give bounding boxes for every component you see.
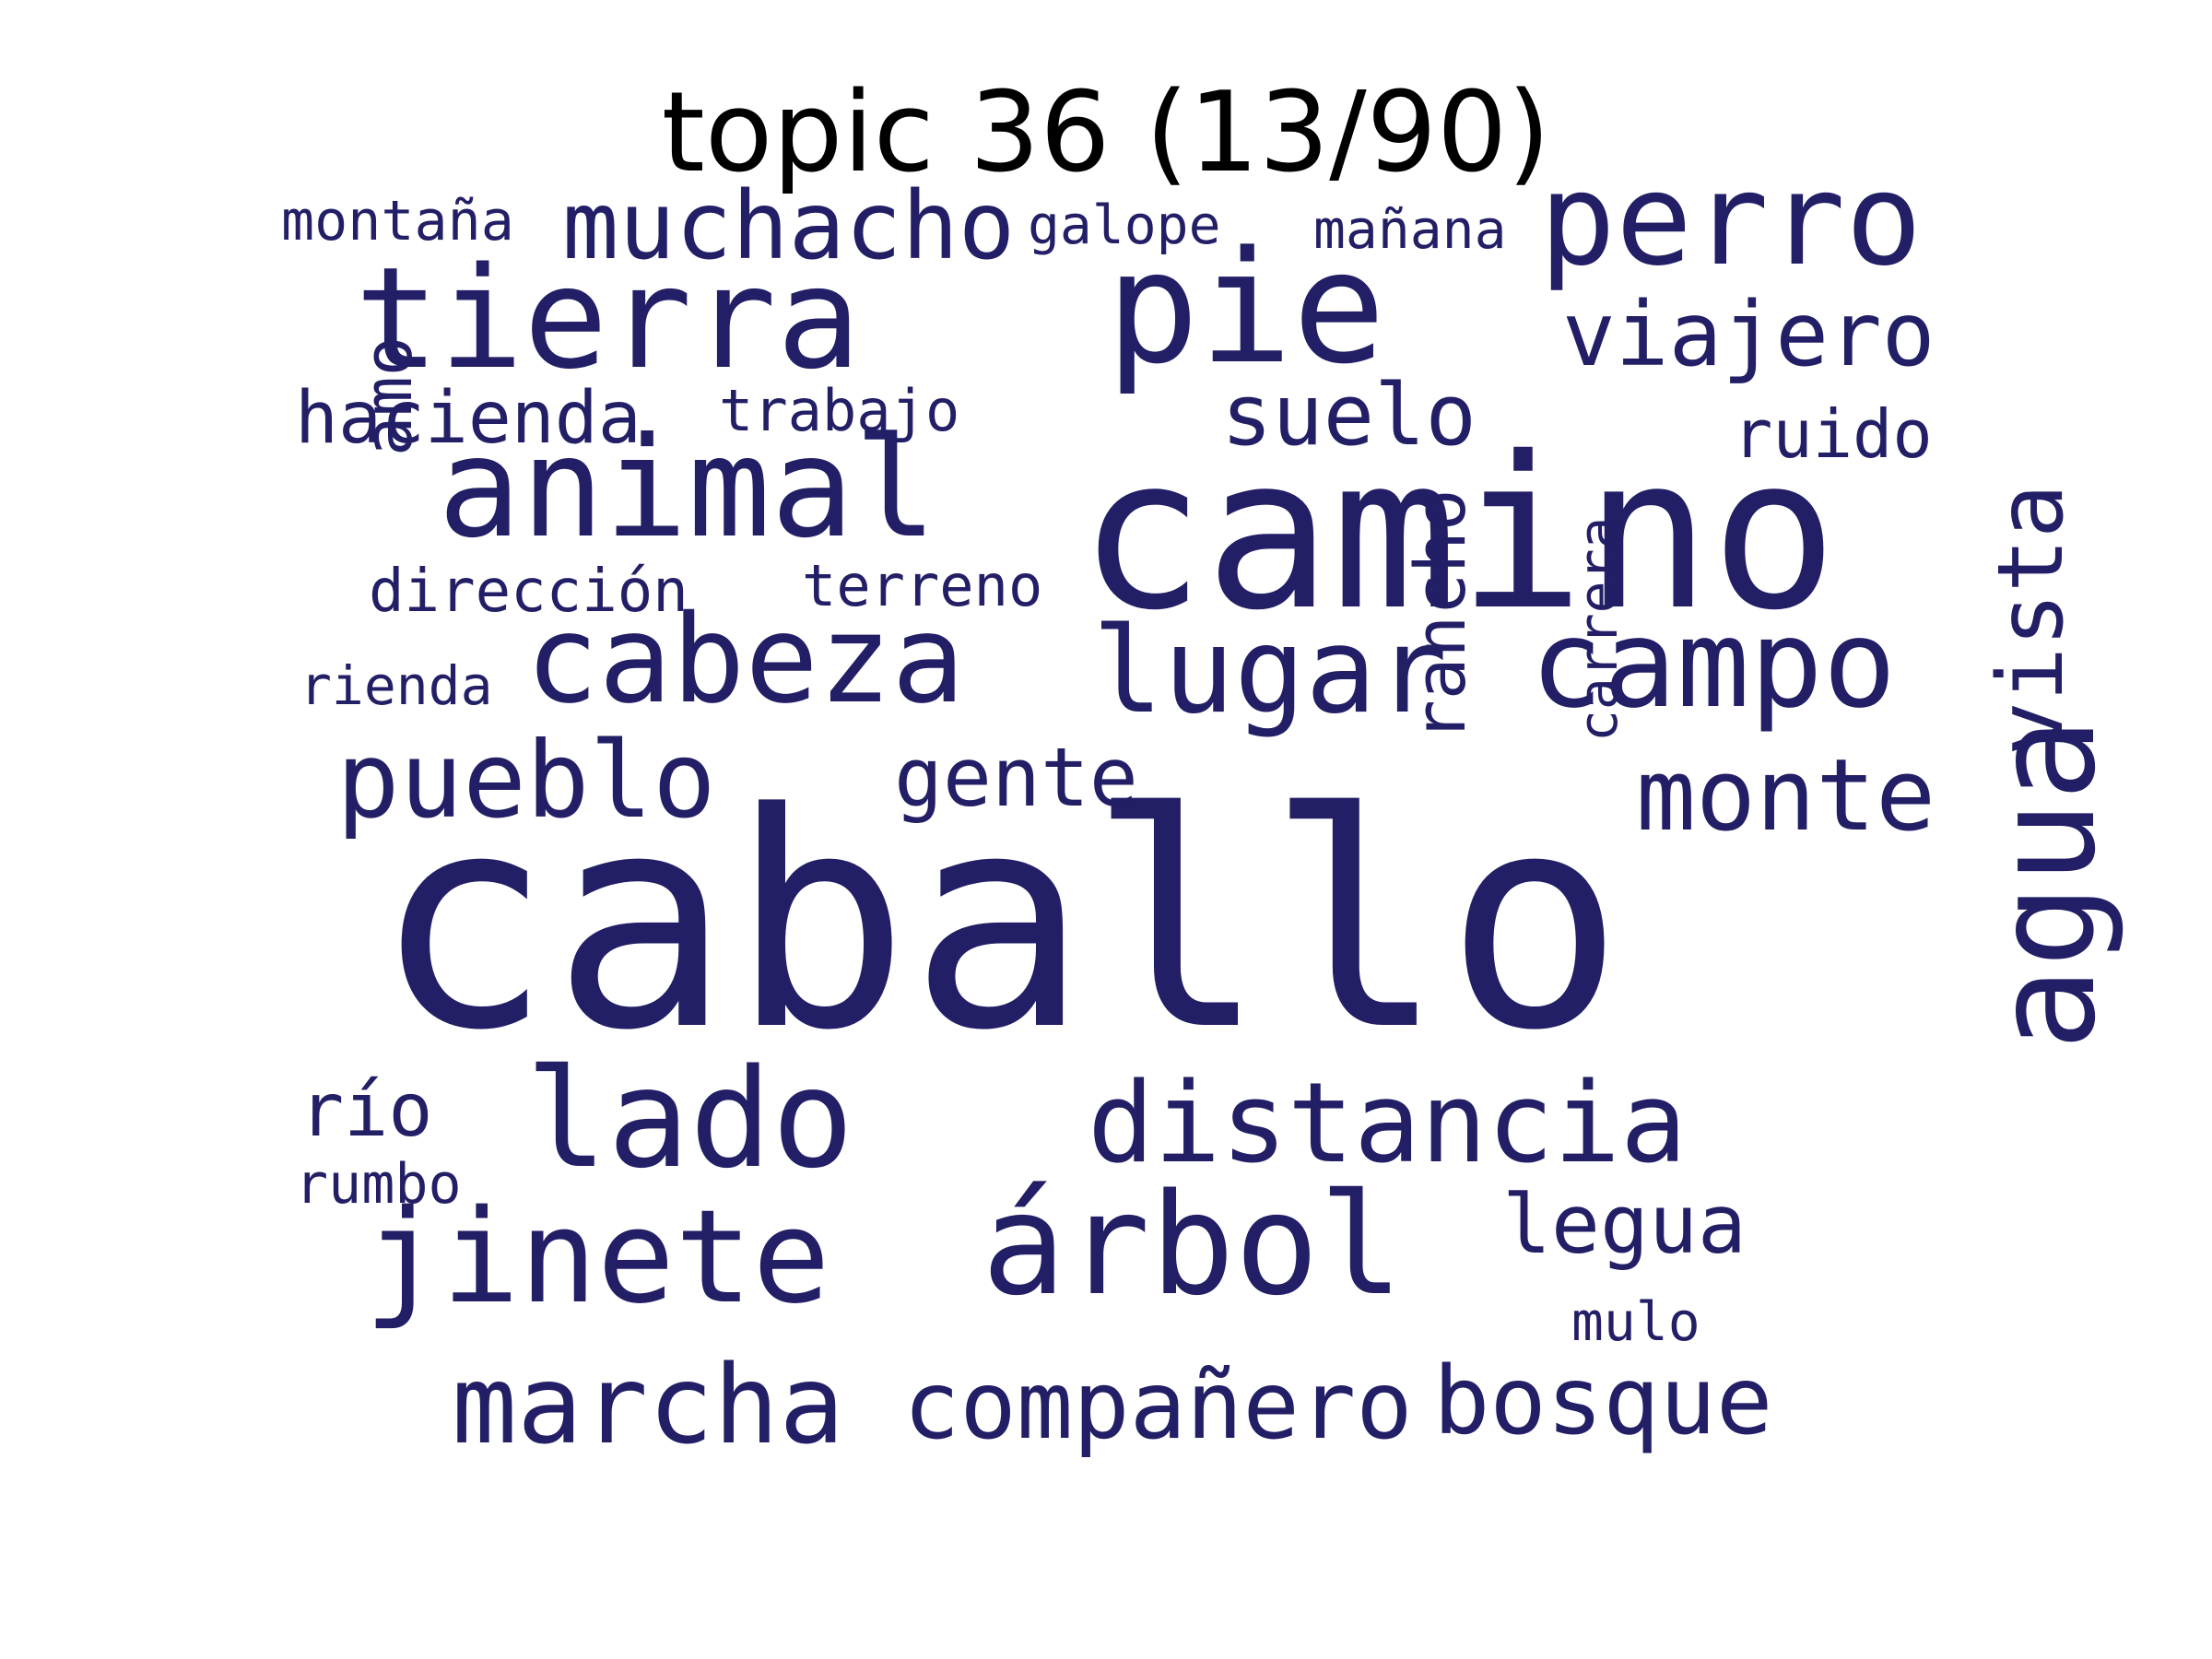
word-muchacho: muchacho bbox=[562, 171, 1016, 281]
word-pueblo: pueblo bbox=[336, 719, 716, 841]
word-legua: legua bbox=[1502, 1177, 1747, 1272]
word-agua: agua bbox=[1966, 717, 2126, 1051]
word-trabajo: trabajo bbox=[719, 377, 960, 444]
word-caballo: caballo bbox=[373, 749, 1625, 1095]
word-vista: vista bbox=[1979, 483, 2084, 756]
word-marcha: marcha bbox=[452, 1341, 845, 1468]
word-montaña: montaña bbox=[281, 189, 514, 253]
word-galope: galope bbox=[1028, 194, 1221, 256]
word-viajero: viajero bbox=[1562, 283, 1936, 386]
word-perro: perro bbox=[1539, 146, 1923, 294]
word-rienda: rienda bbox=[300, 654, 493, 717]
word-camino: camino bbox=[1078, 411, 1838, 656]
word-lado: lado bbox=[525, 1040, 854, 1198]
word-rumbo: rumbo bbox=[295, 1152, 462, 1217]
word-monte: monte bbox=[1636, 738, 1936, 853]
word-lugar: lugar bbox=[1092, 603, 1448, 740]
word-rancho: rancho bbox=[1399, 488, 1481, 742]
word-terreno: terreno bbox=[802, 552, 1043, 619]
word-campo: campo bbox=[1530, 594, 1897, 735]
word-ruido: ruido bbox=[1733, 395, 1933, 473]
word-mañana: mañana bbox=[1313, 198, 1507, 261]
word-gente: gente bbox=[894, 730, 1138, 825]
word-cabeza: cabeza bbox=[525, 589, 965, 731]
word-árbol: árbol bbox=[982, 1163, 1404, 1326]
word-pie: pie bbox=[1106, 218, 1386, 398]
word-dirección: dirección bbox=[369, 558, 688, 626]
word-río: río bbox=[300, 1067, 433, 1153]
word-jinete: jinete bbox=[364, 1182, 830, 1333]
word-animal: animal bbox=[438, 408, 937, 569]
word-suelo: suelo bbox=[1221, 366, 1477, 465]
word-tierra: tierra bbox=[355, 237, 862, 400]
word-mulo: mulo bbox=[1571, 1290, 1700, 1353]
word-carrera: carrera bbox=[1567, 516, 1630, 742]
word-amo: amo bbox=[349, 335, 427, 456]
word-distancia: distancia bbox=[1088, 1060, 1688, 1188]
word-compañero: compañero bbox=[903, 1351, 1413, 1461]
word-bosque: bosque bbox=[1433, 1347, 1773, 1456]
chart-title: topic 36 (13/90) bbox=[661, 69, 1551, 197]
word-hacienda: hacienda bbox=[295, 377, 641, 460]
